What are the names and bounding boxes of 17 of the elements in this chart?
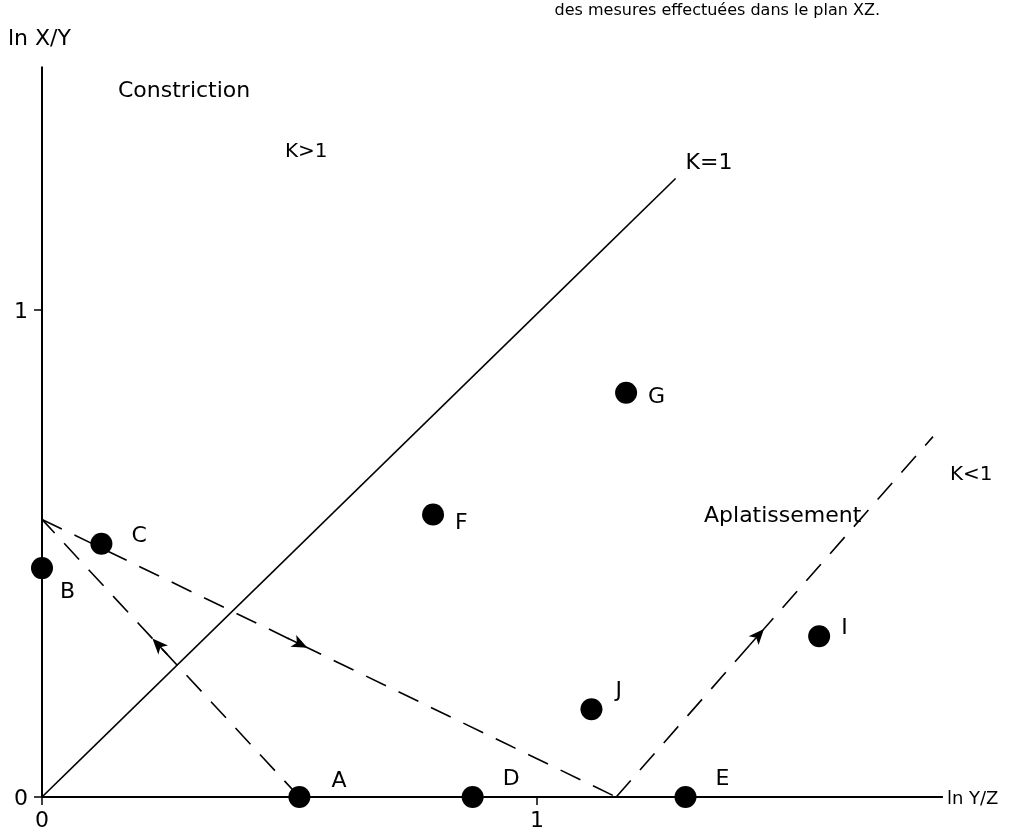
annotation: C [131,521,147,547]
annotation: E [715,765,730,790]
annotation: F [455,508,468,534]
annotation: G [648,382,666,408]
annotation: K>1 [285,138,328,162]
annotation: Aplatissement [704,502,862,527]
annotation: I [841,614,848,640]
text: K<1 [950,461,993,485]
annotation: K=1 [685,148,733,174]
annotation: B [60,578,76,604]
x-axis-title: ln Y/Z [946,787,999,808]
annotation: J [613,677,622,703]
annotation: Constriction [118,77,251,102]
y-axis-title: ln X/Y [8,25,72,50]
text: des mesures effectuées dans le plan XZ. [554,0,880,19]
annotation: D [502,765,520,790]
annotation: A [331,767,347,792]
